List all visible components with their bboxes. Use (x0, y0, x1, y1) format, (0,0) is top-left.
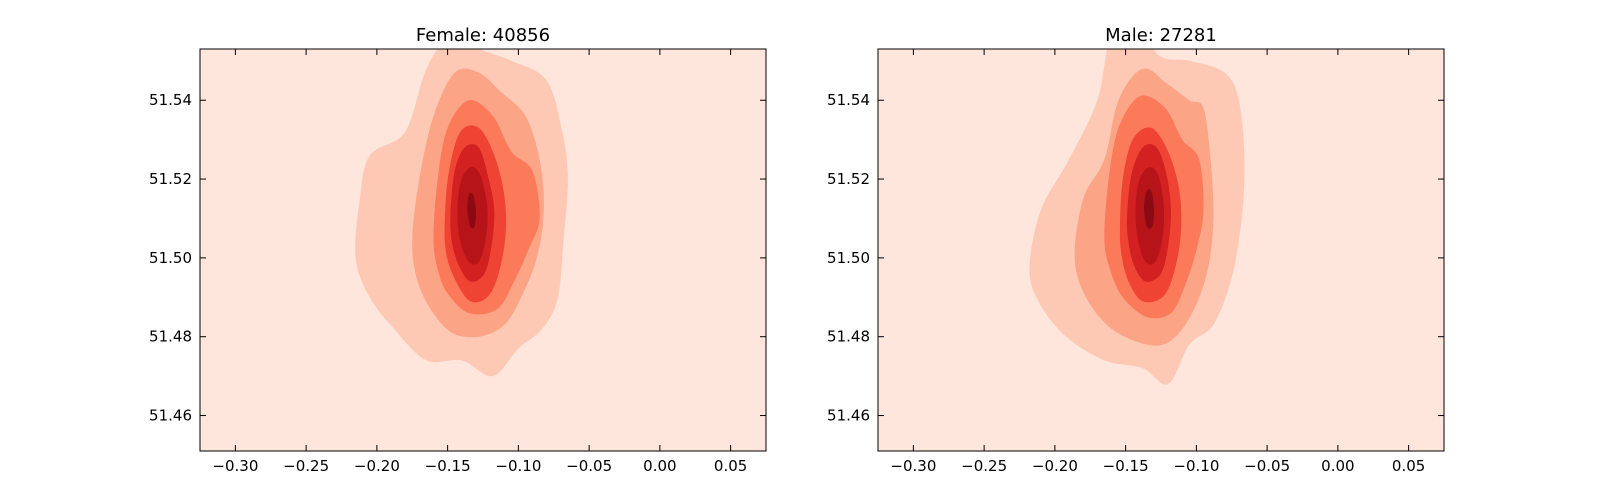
x-tick-label: −0.05 (566, 457, 612, 475)
panel-2: −0.30 −0.25 −0.20 −0.15 −0.10 −0.05 0.00 0.05 51… (827, 25, 1445, 475)
y-tick-label: 51.50 (827, 249, 870, 267)
panel-title: Male: 27281 (1105, 25, 1217, 46)
x-tick-label: −0.30 (890, 457, 936, 475)
y-tick-label: 51.54 (149, 91, 192, 109)
x-tick-label: 0.00 (1321, 457, 1354, 475)
y-tick-label: 51.52 (149, 170, 192, 188)
x-tick-label: −0.10 (1173, 457, 1219, 475)
contour-level-7 (467, 192, 476, 229)
y-tick-label: 51.46 (149, 407, 192, 425)
y-tick-label: 51.50 (149, 249, 192, 267)
contour-group (355, 49, 568, 377)
x-tick-label: −0.05 (1244, 457, 1290, 475)
x-tick-label: −0.20 (1032, 457, 1078, 475)
x-tick-label: 0.05 (714, 457, 747, 475)
y-tick-label: 51.46 (827, 407, 870, 425)
x-tick-label: −0.30 (212, 457, 258, 475)
x-tick-label: −0.25 (283, 457, 329, 475)
y-tick-label: 51.48 (827, 328, 870, 346)
x-tick-label: −0.10 (495, 457, 541, 475)
y-tick-label: 51.48 (149, 328, 192, 346)
y-tick-label: 51.54 (827, 91, 870, 109)
y-tick-label: 51.52 (827, 170, 870, 188)
panel-title: Female: 40856 (416, 25, 550, 46)
x-tick-label: 0.05 (1392, 457, 1425, 475)
contour-group (1029, 49, 1245, 385)
axes-frame (877, 48, 1445, 452)
contour-level-7 (1144, 188, 1154, 229)
panel-1: −0.30 −0.25 −0.20 −0.15 −0.10 −0.05 0.00 0.05 51… (149, 25, 767, 475)
x-tick-label: −0.15 (1103, 457, 1149, 475)
x-tick-label: 0.00 (643, 457, 676, 475)
x-tick-label: −0.20 (354, 457, 400, 475)
axes-frame (199, 48, 767, 452)
x-tick-label: −0.25 (961, 457, 1007, 475)
x-tick-label: −0.15 (425, 457, 471, 475)
